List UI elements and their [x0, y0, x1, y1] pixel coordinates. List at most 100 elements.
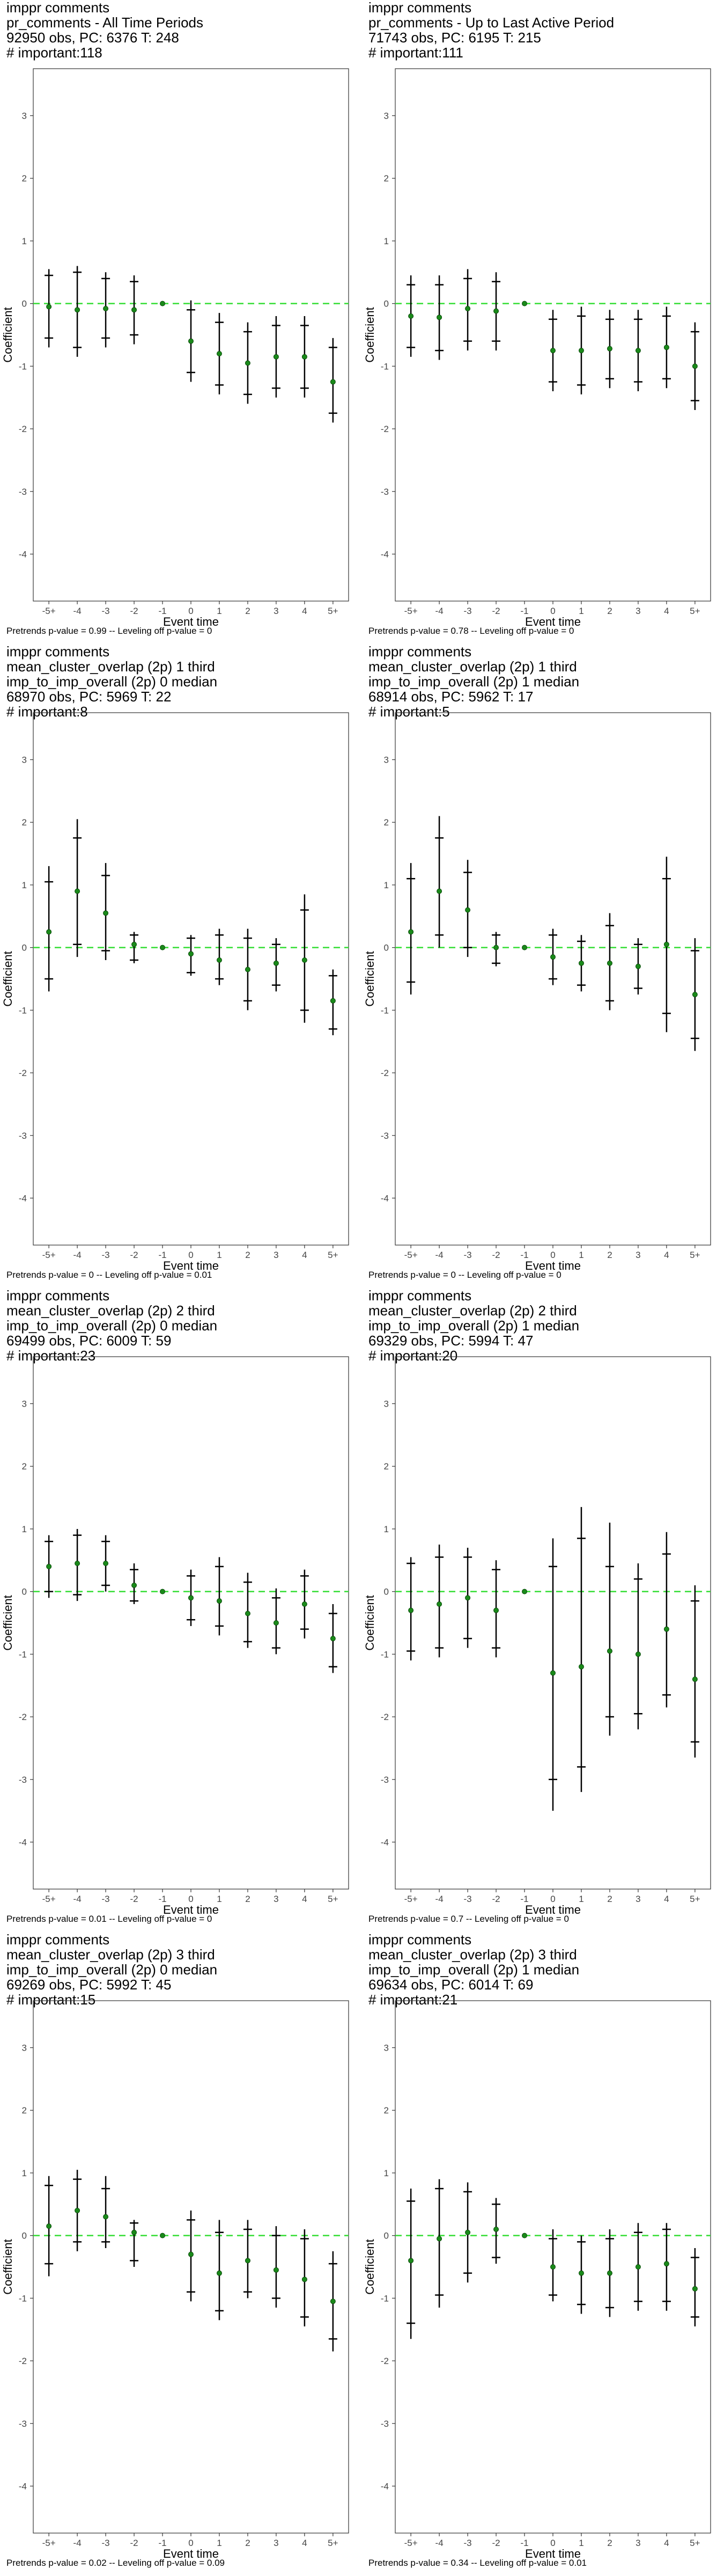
y-tick-label: -3 — [381, 487, 389, 497]
coefficient-point — [578, 960, 584, 966]
y-axis-label: Coefficient — [363, 2239, 376, 2295]
chart-title-line: # important:118 — [6, 45, 102, 61]
coefficient-point — [131, 2229, 137, 2235]
coefficient-point — [75, 888, 80, 894]
x-tick-label: 4 — [664, 1894, 669, 1904]
x-tick-label: -4 — [73, 2538, 82, 2548]
y-tick-label: -4 — [381, 1837, 389, 1847]
x-axis-label: Event time — [525, 2547, 581, 2560]
y-tick-label: 3 — [22, 755, 27, 765]
coefficient-point — [131, 1582, 137, 1588]
x-tick-label: 4 — [664, 1250, 669, 1260]
coefficient-point — [330, 379, 336, 385]
chart-title-line: imp_to_imp_overall (2p) 1 median — [368, 1318, 580, 1334]
coefficient-point — [663, 2261, 669, 2267]
coefficient-point — [75, 307, 80, 313]
x-tick-label: -1 — [520, 1894, 528, 1904]
y-tick-label: 3 — [22, 2043, 27, 2053]
x-tick-label: 5+ — [328, 606, 338, 616]
coefficient-point — [607, 346, 612, 352]
x-tick-label: 5+ — [690, 1894, 700, 1904]
x-tick-label: 4 — [302, 1894, 307, 1904]
pvalue-caption: Pretrends p-value = 0.02 -- Leveling off… — [6, 2558, 225, 2568]
x-tick-label: -5+ — [404, 1894, 418, 1904]
chart-panel-3: imppr comments mean_cluster_overlap (2p) … — [0, 644, 354, 1288]
coefficient-point — [188, 951, 194, 957]
x-tick-label: -1 — [158, 2538, 166, 2548]
x-tick-label: 5+ — [328, 1250, 338, 1260]
coefficient-point — [216, 957, 222, 963]
y-tick-label: 2 — [22, 1461, 27, 1472]
x-tick-label: -2 — [130, 1894, 138, 1904]
x-axis-label: Event time — [163, 1903, 219, 1916]
x-tick-label: -2 — [130, 1250, 138, 1260]
coefficient-point — [131, 307, 137, 313]
coefficient-point — [493, 1607, 499, 1613]
x-tick-label: -3 — [464, 606, 472, 616]
coefficient-point — [273, 2267, 279, 2273]
chart-title-line: imppr comments — [6, 1287, 110, 1304]
event-study-chart: -4 -3 -2 -1 0 1 2 3 -5+ -4 -3 -2 -1 0 1 2 3 4 5+ Event time… — [1, 712, 349, 1272]
x-tick-label: 4 — [302, 2538, 307, 2548]
pvalue-caption: Pretrends p-value = 0 -- Leveling off p-… — [368, 1270, 562, 1280]
x-tick-label: 4 — [302, 606, 307, 616]
x-tick-label: 4 — [664, 2538, 669, 2548]
coefficient-point — [273, 960, 279, 966]
x-tick-label: -4 — [435, 606, 444, 616]
y-axis-label: Coefficient — [1, 307, 14, 363]
y-tick-label: 2 — [384, 1461, 389, 1472]
y-tick-label: -3 — [381, 1775, 389, 1785]
coefficient-point — [160, 1589, 166, 1594]
coefficient-point — [493, 945, 499, 950]
y-tick-label: -2 — [19, 1068, 27, 1078]
coefficient-point — [216, 351, 222, 357]
chart-title-line: imppr comments — [368, 1931, 472, 1948]
coefficient-point — [330, 998, 336, 1004]
y-tick-label: -1 — [19, 1649, 27, 1659]
y-tick-label: -3 — [19, 487, 27, 497]
coefficient-point — [160, 301, 166, 306]
x-tick-label: 5+ — [328, 1894, 338, 1904]
event-study-chart: -4 -3 -2 -1 0 1 2 3 -5+ -4 -3 -2 -1 0 1 2 3 4 5+ Event time… — [363, 712, 711, 1272]
y-tick-label: -2 — [19, 1712, 27, 1722]
event-study-chart: -4 -3 -2 -1 0 1 2 3 -5+ -4 -3 -2 -1 0 1 2 3 4 5+ Event time… — [363, 2000, 711, 2560]
y-tick-label: -4 — [19, 1837, 27, 1847]
chart-panel-5: imppr comments mean_cluster_overlap (2p) … — [0, 1288, 354, 1932]
x-tick-label: -2 — [492, 1250, 500, 1260]
chart-title-line: imppr comments — [368, 0, 472, 16]
y-tick-label: 1 — [22, 236, 27, 246]
coefficient-point — [408, 1607, 414, 1613]
x-tick-label: -5+ — [404, 606, 418, 616]
y-tick-label: -1 — [381, 1649, 389, 1659]
y-tick-label: 1 — [22, 2168, 27, 2178]
chart-title-line: # important:21 — [368, 1992, 458, 2008]
x-tick-label: -3 — [464, 2538, 472, 2548]
chart-title-line: pr_comments - All Time Periods — [6, 14, 204, 31]
coefficient-point — [408, 2258, 414, 2264]
y-tick-label: 3 — [22, 1399, 27, 1409]
event-study-chart: -4 -3 -2 -1 0 1 2 3 -5+ -4 -3 -2 -1 0 1 2 3 4 5+ Event time… — [1, 2000, 349, 2560]
coefficient-point — [103, 305, 109, 311]
chart-panel-8: imppr comments mean_cluster_overlap (2p) … — [362, 1932, 716, 2576]
y-axis-label: Coefficient — [1, 951, 14, 1007]
y-tick-label: -4 — [381, 2481, 389, 2491]
event-study-chart: -4 -3 -2 -1 0 1 2 3 -5+ -4 -3 -2 -1 0 1 2 3 4 5+ Event time… — [363, 1356, 711, 1916]
chart-title-line: 71743 obs, PC: 6195 T: 215 — [368, 30, 541, 46]
chart-title-line: imppr comments — [6, 0, 110, 16]
y-tick-label: 1 — [384, 236, 389, 246]
x-tick-label: 3 — [274, 606, 278, 616]
x-axis-label: Event time — [163, 1259, 219, 1272]
x-tick-label: 2 — [245, 606, 250, 616]
x-tick-label: 1 — [217, 2538, 221, 2548]
chart-title-line: 69634 obs, PC: 6014 T: 69 — [368, 1977, 534, 1993]
x-tick-label: -3 — [464, 1894, 472, 1904]
y-tick-label: -1 — [19, 2293, 27, 2303]
coefficient-point — [663, 941, 669, 947]
y-tick-label: -2 — [381, 1068, 389, 1078]
chart-title-line: mean_cluster_overlap (2p) 1 third — [368, 658, 577, 675]
pvalue-caption: Pretrends p-value = 0.34 -- Leveling off… — [368, 2558, 587, 2568]
plot-border — [33, 712, 349, 1246]
x-tick-label: 0 — [550, 2538, 555, 2548]
x-axis-label: Event time — [525, 615, 581, 628]
coefficient-point — [692, 1677, 698, 1682]
